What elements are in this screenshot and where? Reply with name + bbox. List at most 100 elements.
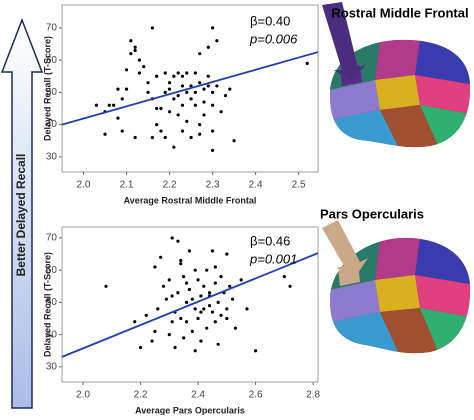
x-tick-label: 2.3 — [206, 180, 220, 191]
y-tick-label: 40 — [46, 329, 58, 340]
y-tick-label: 50 — [46, 87, 58, 98]
region-label: Rostral Middle Frontal — [331, 5, 468, 20]
data-point — [189, 84, 193, 88]
y-tick-label: 70 — [46, 233, 58, 244]
x-tick-label: 2.0 — [76, 390, 90, 401]
data-point — [206, 84, 210, 88]
x-axis-title: Average Pars Opercularis — [135, 405, 245, 415]
data-point — [176, 291, 180, 295]
y-axis-title: Delayed Recall (T-Score) — [42, 36, 52, 141]
data-point — [137, 71, 142, 75]
data-point — [198, 123, 202, 127]
data-point — [164, 297, 169, 301]
data-point — [193, 103, 197, 107]
data-point — [155, 74, 159, 78]
x-tick-label: 2.8 — [306, 390, 320, 401]
data-point — [253, 349, 258, 353]
data-point — [179, 316, 183, 321]
data-point — [210, 26, 215, 30]
x-tick-label: 2.0 — [77, 180, 91, 191]
data-point — [210, 148, 215, 152]
data-point — [189, 135, 193, 140]
y-tick-label: 40 — [46, 119, 58, 130]
data-point — [137, 58, 142, 62]
data-point — [159, 129, 163, 133]
data-point — [225, 252, 229, 256]
data-point — [198, 81, 202, 85]
direction-arrow — [0, 17, 44, 409]
data-point — [233, 326, 238, 330]
data-point — [232, 139, 236, 143]
data-point — [215, 39, 219, 43]
x-tick-label: 2.2 — [134, 390, 148, 401]
data-point — [213, 281, 217, 285]
data-point — [116, 87, 120, 91]
data-point — [219, 275, 223, 279]
data-point — [129, 52, 133, 56]
data-point — [193, 307, 197, 311]
data-point — [94, 103, 99, 107]
data-point — [225, 316, 229, 321]
pointer-arrow — [322, 220, 368, 276]
data-point — [215, 84, 219, 88]
side-label: Better Delayed Recall — [14, 154, 28, 277]
data-point — [153, 329, 157, 334]
data-point — [189, 97, 193, 101]
data-point — [167, 278, 171, 282]
data-point — [124, 87, 129, 91]
data-point — [219, 313, 223, 317]
region-label: Pars Opercularis — [320, 206, 424, 221]
data-point — [202, 113, 206, 117]
data-point — [193, 268, 197, 272]
x-tick-label: 2.5 — [292, 180, 306, 191]
data-point — [167, 87, 172, 91]
data-point — [170, 320, 174, 324]
data-point — [210, 90, 215, 94]
y-tick-label: 30 — [46, 151, 58, 162]
data-point — [206, 74, 210, 78]
data-point — [133, 48, 137, 53]
data-point — [184, 320, 189, 324]
data-point — [213, 265, 217, 269]
data-point — [187, 287, 192, 292]
data-point — [199, 294, 203, 298]
x-tick-label: 2.2 — [163, 180, 177, 191]
data-point — [185, 71, 189, 75]
data-point — [207, 291, 212, 295]
data-point — [155, 123, 159, 127]
data-point — [180, 103, 185, 107]
data-point — [219, 110, 223, 114]
data-point — [245, 307, 249, 311]
data-point — [210, 310, 215, 314]
data-point — [185, 119, 189, 123]
data-point — [185, 90, 189, 94]
data-point — [202, 100, 206, 104]
data-point — [213, 320, 217, 324]
data-point — [202, 87, 206, 91]
data-point — [180, 84, 185, 88]
data-point — [167, 333, 171, 337]
data-point — [184, 300, 189, 305]
pointer-arrow — [322, 2, 366, 82]
data-point — [161, 284, 166, 288]
stat-label: β=0.46 — [250, 233, 290, 248]
data-point — [180, 129, 185, 133]
data-point — [103, 132, 107, 136]
data-point — [155, 106, 159, 111]
data-point — [282, 275, 286, 279]
stat-label: p=0.001 — [249, 251, 297, 266]
data-point — [176, 113, 180, 117]
data-point — [144, 313, 148, 317]
data-point — [167, 110, 172, 114]
data-point — [124, 68, 129, 72]
data-point — [112, 103, 116, 107]
stat-label: p=0.006 — [249, 31, 298, 46]
fit-line — [61, 51, 319, 126]
x-tick-label: 2.4 — [249, 180, 263, 191]
data-point — [179, 258, 183, 263]
data-point — [196, 278, 200, 282]
brain-image — [330, 39, 471, 148]
fit-line — [61, 252, 319, 358]
y-tick-label: 70 — [46, 23, 58, 34]
data-point — [104, 284, 108, 288]
